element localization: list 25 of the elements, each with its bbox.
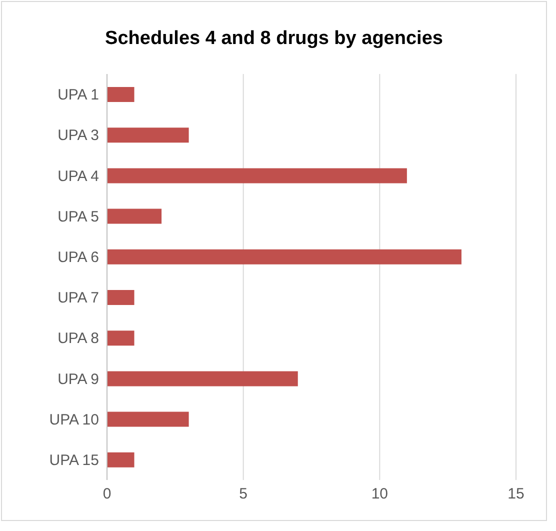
bar [107,87,134,102]
y-tick-label: UPA 9 [58,370,99,388]
y-tick-label: UPA 4 [58,168,99,185]
bar [107,208,162,224]
bar [107,290,134,305]
bar [107,168,407,184]
bar [107,371,298,386]
y-tick-label: UPA 8 [58,330,99,348]
y-tick-label: UPA 7 [58,290,99,307]
x-tick-label: 10 [371,486,388,503]
bar [107,128,189,143]
bar [107,249,462,264]
y-tick-label: UPA 6 [58,249,99,266]
y-tick-label: UPA 10 [49,411,99,428]
bar [107,452,134,468]
x-tick-label: 5 [239,486,248,503]
y-tick-label: UPA 15 [49,452,99,470]
y-tick-label: UPA 1 [58,86,99,104]
x-tick-label: 15 [508,486,524,503]
bar [107,412,189,427]
chart-title: Schedules 4 and 8 drugs by agencies [104,27,444,51]
y-tick-label: UPA 3 [58,127,99,144]
y-tick-label: UPA 5 [58,208,99,226]
bar [107,330,134,346]
x-tick-label: 0 [102,486,112,503]
